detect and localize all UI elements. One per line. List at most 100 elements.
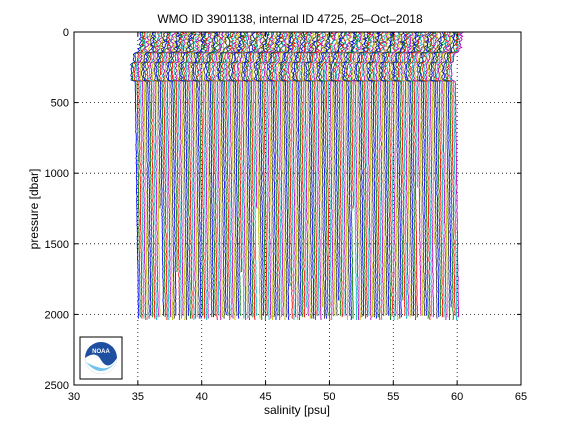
salinity-profile — [376, 31, 390, 316]
salinity-profile — [208, 31, 222, 321]
salinity-profile — [233, 31, 247, 273]
salinity-profile — [425, 31, 439, 318]
salinity-profile — [441, 31, 455, 321]
salinity-profile — [228, 31, 242, 316]
salinity-profile — [179, 31, 194, 316]
salinity-profile — [428, 31, 442, 319]
salinity-profile — [199, 31, 213, 319]
noaa-logo: NOAA — [79, 336, 123, 380]
salinity-profile — [437, 31, 452, 321]
salinity-profile — [162, 31, 176, 318]
salinity-profile — [426, 31, 441, 244]
x-tick-label: 55 — [387, 391, 399, 403]
salinity-profile — [389, 31, 403, 321]
salinity-profile — [146, 31, 160, 319]
x-tick-label: 50 — [323, 391, 335, 403]
x-tick-label: 35 — [132, 391, 144, 403]
salinity-profile — [419, 31, 434, 319]
salinity-profile — [192, 31, 207, 319]
salinity-profile — [165, 31, 180, 319]
salinity-profile — [382, 31, 396, 321]
x-tick-label: 30 — [68, 391, 80, 403]
salinity-profile — [449, 31, 464, 318]
salinity-profile — [221, 31, 236, 321]
salinity-profile — [410, 31, 425, 188]
salinity-profile — [164, 31, 177, 321]
salinity-profile — [412, 31, 427, 316]
salinity-profile — [147, 32, 161, 321]
salinity-profile — [219, 31, 233, 316]
salinity-profile — [387, 31, 401, 316]
salinity-profile — [274, 31, 289, 316]
salinity-profile — [151, 31, 165, 318]
logo-text: NOAA — [92, 349, 110, 355]
salinity-profile — [257, 31, 270, 320]
plot-area: 30 35 40 45 50 55 60 65 0 500 1000 1500 2000 2500 — [45, 27, 528, 403]
salinity-profile — [138, 31, 152, 320]
salinity-profile — [285, 31, 299, 321]
salinity-profile — [243, 31, 257, 316]
salinity-profile — [337, 31, 351, 316]
y-tick-label: 0 — [63, 27, 69, 39]
salinity-profile — [291, 31, 304, 321]
salinity-profile — [341, 31, 355, 316]
salinity-profile — [423, 31, 436, 316]
salinity-profile — [316, 31, 330, 319]
logo-bird — [85, 354, 117, 374]
salinity-profile — [300, 31, 313, 316]
salinity-profile — [448, 31, 462, 321]
salinity-profile — [224, 31, 239, 319]
salinity-profile — [355, 31, 370, 316]
salinity-profile — [407, 31, 421, 320]
salinity-profile — [305, 31, 319, 319]
salinity-profile — [194, 31, 209, 316]
salinity-profile — [155, 31, 169, 316]
salinity-profile — [244, 31, 258, 318]
salinity-profile — [349, 31, 362, 321]
salinity-profile — [390, 31, 405, 319]
salinity-profile — [417, 31, 432, 316]
salinity-profile — [246, 31, 260, 321]
salinity-profile — [317, 31, 332, 319]
salinity-profile — [371, 31, 385, 321]
salinity-profile — [310, 31, 324, 316]
salinity-profile — [416, 31, 430, 316]
salinity-profile — [442, 31, 456, 308]
salinity-profile — [394, 31, 409, 301]
salinity-profile — [333, 31, 348, 318]
salinity-profile — [231, 31, 246, 316]
salinity-profile — [339, 31, 353, 320]
profiles — [130, 31, 464, 321]
salinity-profile — [169, 31, 183, 273]
salinity-profile — [321, 31, 336, 321]
salinity-profile — [281, 31, 295, 287]
salinity-profile — [434, 31, 448, 318]
salinity-profile — [319, 31, 334, 316]
salinity-profile — [267, 31, 282, 321]
salinity-profile — [131, 31, 145, 318]
y-tick-label: 2500 — [45, 380, 69, 392]
salinity-profile — [439, 31, 452, 318]
salinity-profile — [308, 31, 323, 316]
salinity-profile — [292, 31, 307, 316]
salinity-profile — [288, 31, 302, 321]
salinity-profile — [403, 31, 417, 316]
salinity-profile — [182, 31, 196, 319]
salinity-profile — [255, 31, 269, 316]
salinity-profile — [205, 31, 220, 318]
salinity-profile — [353, 31, 367, 318]
x-tick-label: 65 — [515, 391, 527, 403]
salinity-profile — [373, 31, 387, 321]
salinity-profile — [203, 31, 216, 318]
salinity-profile — [369, 31, 383, 318]
salinity-profile — [283, 31, 297, 319]
salinity-profile — [342, 31, 357, 320]
salinity-profile — [396, 31, 410, 316]
salinity-profile — [346, 31, 360, 209]
x-tick-label: 60 — [451, 391, 463, 403]
salinity-profile — [432, 31, 446, 316]
salinity-profile — [188, 31, 203, 318]
salinity-profile — [140, 31, 154, 319]
salinity-profile — [384, 31, 397, 316]
salinity-profile — [401, 31, 415, 318]
